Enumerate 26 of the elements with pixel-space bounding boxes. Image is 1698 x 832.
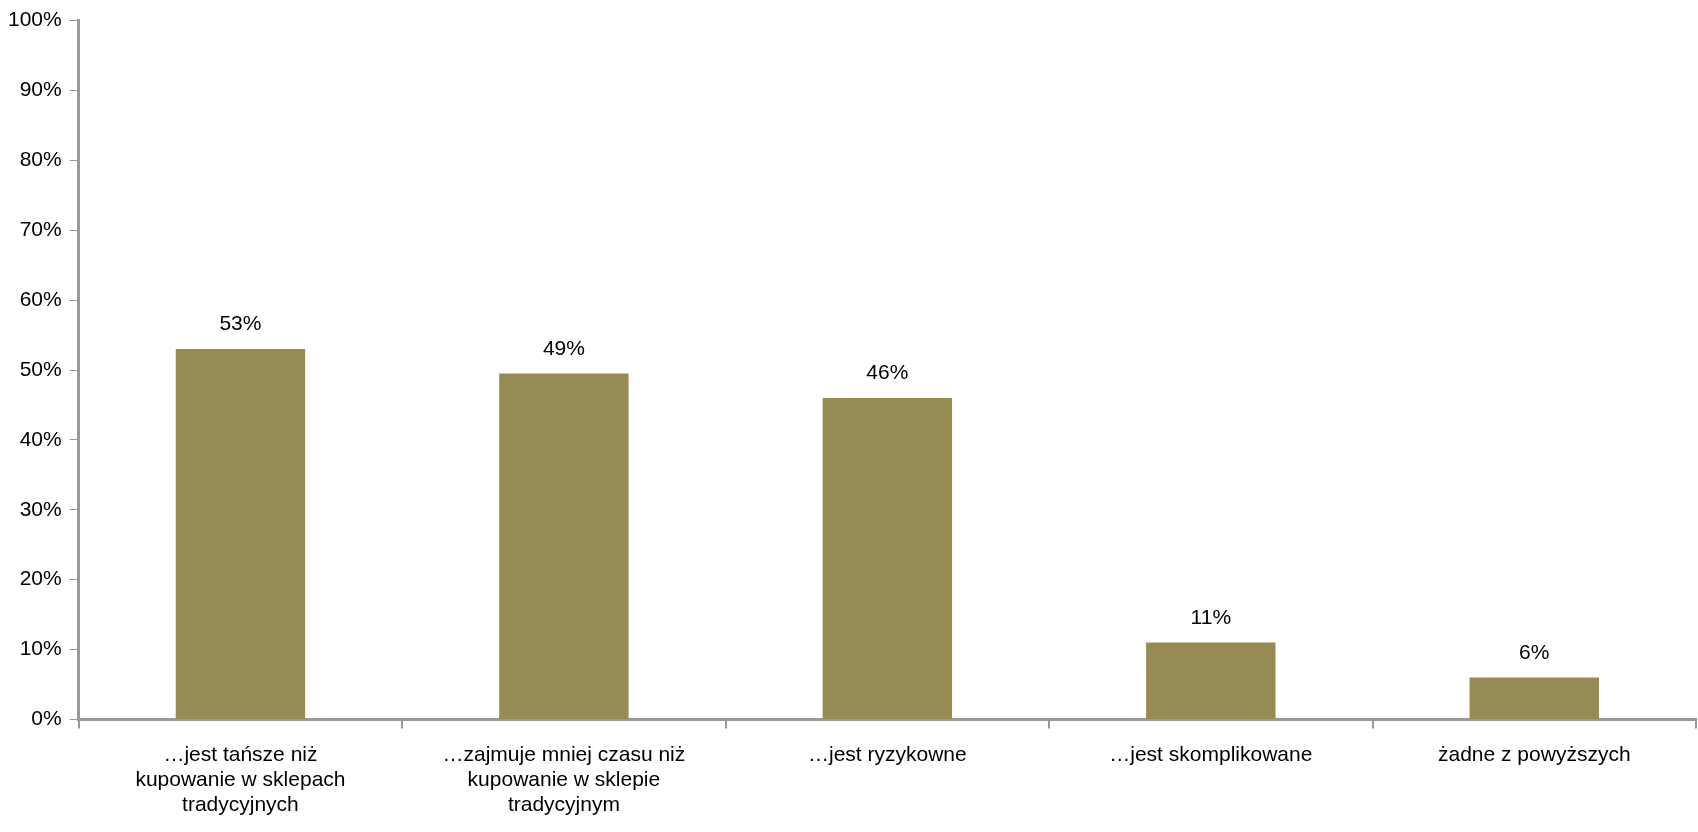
x-tick-label: …zajmuje mniej czasu niż kupowanie w sklepie tradycyjnym bbox=[442, 741, 686, 816]
y-tick-label: 100% bbox=[7, 7, 62, 31]
data-label: 46% bbox=[866, 360, 909, 384]
y-tick-label: 0% bbox=[31, 706, 62, 730]
bar bbox=[1469, 677, 1599, 719]
bar bbox=[175, 349, 306, 719]
bar bbox=[1146, 642, 1276, 719]
bar bbox=[499, 373, 629, 719]
y-tick-label: 10% bbox=[19, 636, 62, 660]
x-tick-label: …jest ryzykowne bbox=[808, 741, 967, 765]
y-tick-label: 90% bbox=[19, 77, 62, 101]
y-tick-label: 20% bbox=[19, 566, 62, 590]
data-label: 6% bbox=[1519, 639, 1550, 663]
x-tick-label: …jest skomplikowane bbox=[1109, 741, 1313, 765]
data-label: 53% bbox=[219, 311, 262, 335]
y-tick-label: 60% bbox=[19, 286, 62, 310]
y-tick-label: 40% bbox=[19, 426, 62, 450]
y-tick-label: 80% bbox=[19, 147, 62, 171]
data-label: 49% bbox=[542, 335, 585, 359]
data-label: 11% bbox=[1190, 604, 1232, 628]
y-tick-label: 50% bbox=[19, 356, 62, 380]
y-tick-label: 30% bbox=[19, 496, 62, 520]
x-tick-label: żadne z powyższych bbox=[1437, 741, 1631, 765]
y-tick-label: 70% bbox=[19, 217, 62, 241]
x-tick-label: …jest tańsze niż kupowanie w sklepach tradycyjnych bbox=[135, 741, 346, 816]
bar bbox=[822, 397, 953, 719]
